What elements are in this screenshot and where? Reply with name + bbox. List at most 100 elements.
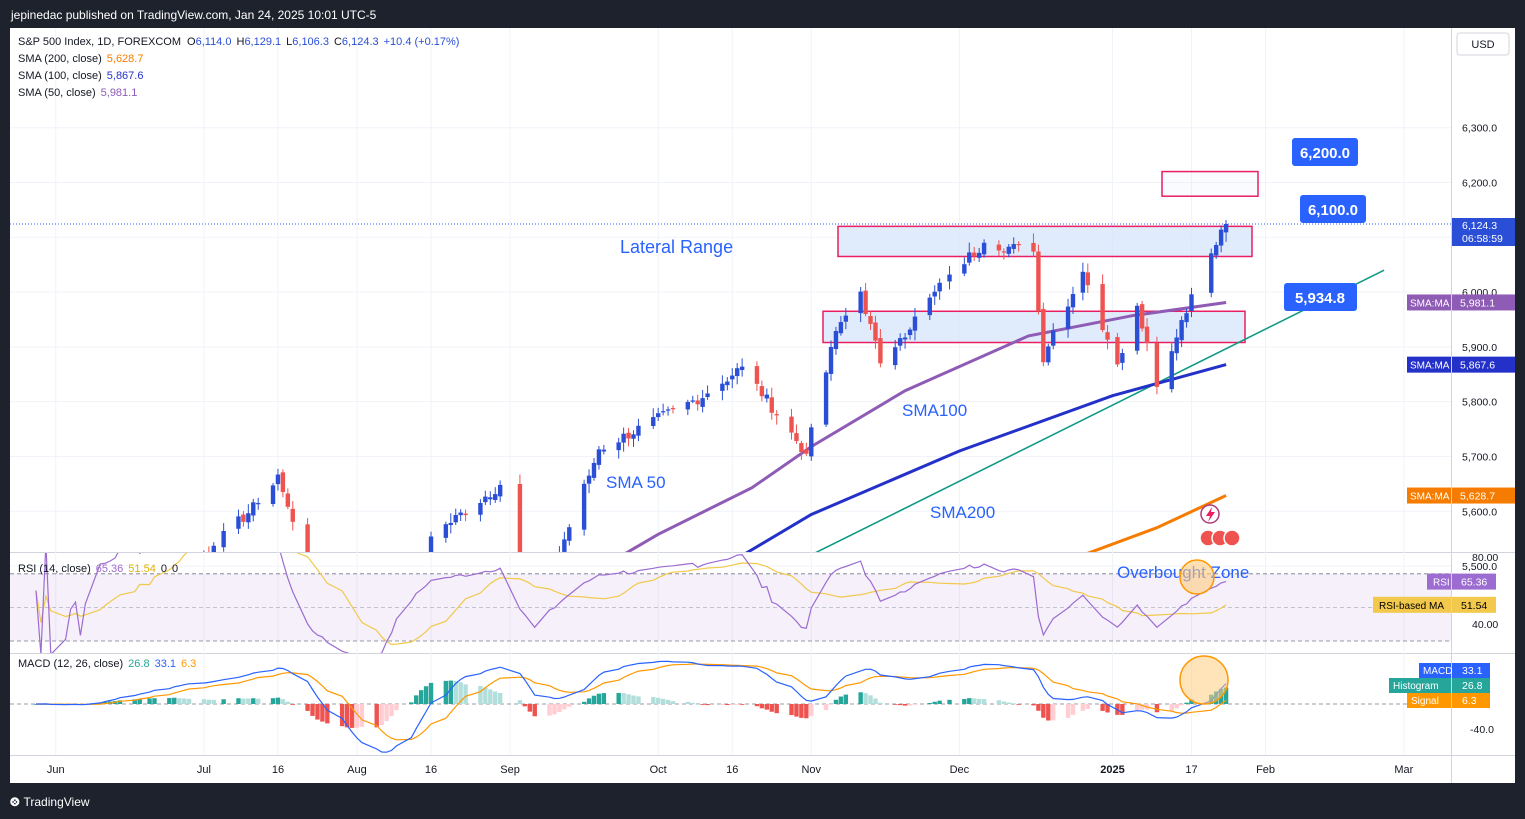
candle-body bbox=[720, 383, 725, 391]
macd-histogram-bar bbox=[325, 704, 330, 724]
legend-low: 6,106.3 bbox=[292, 36, 329, 48]
macd-tag-value: 26.8 bbox=[1462, 680, 1483, 692]
macd-histogram-bar bbox=[270, 698, 276, 704]
macd-histogram-bar bbox=[631, 695, 636, 704]
ma-tag-value-box bbox=[1452, 487, 1515, 504]
candle-body bbox=[251, 502, 256, 516]
macd-tag-label: Signal bbox=[1411, 696, 1439, 707]
rsi-tag-label-box bbox=[1373, 596, 1451, 613]
candle-body bbox=[863, 290, 868, 315]
macd-histogram-bar bbox=[1154, 704, 1160, 713]
svg-text:SMA (50, close)5,981.1: SMA (50, close) 5,981.1 bbox=[18, 87, 137, 99]
candle-body bbox=[1209, 253, 1214, 293]
legend-close: 6,124.3 bbox=[342, 36, 379, 48]
ma-tag-label-box bbox=[1407, 487, 1451, 504]
chart-svg[interactable]: S&P 500 Index, 1D, FOREXCOM O6,114.0 H6,12… bbox=[10, 28, 1515, 783]
candle-body bbox=[1006, 246, 1011, 254]
macd-histogram-bar bbox=[394, 704, 399, 711]
macd-histogram-bar bbox=[552, 704, 557, 715]
rsi-legend-extra-2: 0 bbox=[172, 563, 178, 575]
macd-tag-value-box bbox=[1452, 663, 1490, 678]
candle-body bbox=[823, 372, 829, 425]
macd-histogram-bar bbox=[463, 684, 468, 704]
macd-histogram-bar bbox=[478, 685, 483, 704]
time-axis[interactable]: Jun Jul 16 Aug 16 Sep Oct 16 Nov Dec 2025 17 Feb Mar bbox=[47, 764, 1414, 776]
candle-body bbox=[1179, 320, 1184, 341]
macd-histogram-bar bbox=[251, 698, 256, 704]
macd-histogram-bar bbox=[586, 698, 592, 704]
candle-body bbox=[463, 513, 468, 516]
svg-text:SMA (100, close)5,867.6: SMA (100, close) 5,867.6 bbox=[18, 70, 143, 82]
legend-symbol: S&P 500 Index, 1D, FOREXCOM bbox=[18, 36, 181, 48]
candle-body bbox=[804, 449, 809, 454]
macd-histogram-bar bbox=[932, 701, 937, 704]
macd-histogram-bar bbox=[897, 704, 903, 706]
rsi-legend-value: 65.36 bbox=[96, 563, 124, 575]
candle-body bbox=[1011, 244, 1016, 249]
macd-histogram-bar bbox=[725, 704, 730, 706]
macd-histogram-bar bbox=[591, 695, 597, 704]
sma100-annotation: SMA100 bbox=[902, 401, 967, 420]
macd-histogram-bar bbox=[1070, 704, 1076, 715]
candle-body bbox=[1144, 326, 1150, 343]
candle-body bbox=[488, 497, 493, 500]
sma200-line bbox=[1086, 494, 1227, 552]
macd-histogram-bar bbox=[359, 704, 365, 727]
candle-body bbox=[581, 483, 587, 530]
ma-tag-value: 5,628.7 bbox=[1460, 491, 1495, 503]
macd-legend-value: 33.1 bbox=[155, 658, 176, 670]
rsi-ma-legend-value: 51.54 bbox=[128, 563, 156, 575]
tradingview-logo[interactable]: ⨷ TradingView bbox=[10, 795, 90, 810]
macd-histogram-bar bbox=[567, 704, 572, 707]
price-tick-label: 6,300.0 bbox=[1462, 123, 1497, 135]
tradingview-logo-icon: ⨷ bbox=[10, 795, 20, 809]
ma-tag-label: SMA:MA bbox=[1410, 361, 1450, 372]
zone-6,200.0 bbox=[1161, 170, 1259, 197]
macd-histogram-bar bbox=[720, 704, 725, 705]
macd-histogram-bar bbox=[241, 698, 246, 704]
macd-histogram-bar bbox=[418, 690, 424, 704]
candle-body bbox=[1134, 305, 1140, 351]
ma-tag-label: SMA:MA bbox=[1410, 492, 1450, 503]
macd-histogram-bar bbox=[981, 699, 987, 704]
candle-body bbox=[858, 291, 863, 314]
candle-body bbox=[1001, 251, 1007, 253]
candle-body bbox=[616, 442, 621, 451]
candle-body bbox=[290, 508, 295, 522]
macd-histogram-bar bbox=[1016, 704, 1021, 705]
macd-histogram-bar bbox=[1105, 704, 1110, 713]
macd-histogram-bar bbox=[186, 698, 192, 704]
us-flag-icon-3 bbox=[1223, 529, 1241, 547]
rsi-legend: RSI (14, close) 65.36 51.54 0 0 bbox=[18, 563, 178, 575]
candle-body bbox=[270, 485, 276, 504]
macd-histogram-bar bbox=[828, 704, 834, 705]
macd-tag-value: 33.1 bbox=[1462, 665, 1483, 677]
legend-sma50-label: SMA (50, close) bbox=[18, 87, 96, 99]
candle-body bbox=[893, 347, 898, 366]
candle-body bbox=[236, 516, 241, 529]
macd-axis: -40.0 MACD 33.1 Histogram 26.8 Signal 6.3 bbox=[1389, 663, 1494, 736]
price-tick-label: 5,500.0 bbox=[1462, 561, 1497, 573]
macd-histogram-bar bbox=[996, 700, 1002, 704]
time-label-16: 16 bbox=[272, 764, 284, 776]
macd-histogram-bar bbox=[1179, 704, 1184, 706]
macd-histogram-bar bbox=[878, 702, 883, 704]
candle-body bbox=[1041, 308, 1046, 363]
candle-body bbox=[947, 274, 952, 282]
macd-histogram-bar bbox=[893, 704, 898, 705]
range-zones bbox=[822, 170, 1259, 344]
macd-histogram-bar bbox=[349, 704, 355, 728]
chart-panel[interactable]: S&P 500 Index, 1D, FOREXCOM O6,114.0 H6,12… bbox=[10, 28, 1515, 783]
level-6100-text: 6,100.0 bbox=[1308, 202, 1358, 219]
candle-body bbox=[878, 338, 883, 364]
macd-histogram-bar bbox=[310, 704, 315, 716]
currency-box[interactable]: USD bbox=[1456, 32, 1510, 56]
candle-body bbox=[730, 375, 735, 380]
macd-hist-legend-value: 26.8 bbox=[128, 658, 149, 670]
macd-histogram-bar bbox=[967, 698, 972, 704]
macd-histogram-bar bbox=[423, 686, 429, 704]
rsi-tag-value-box bbox=[1452, 573, 1496, 590]
candle-body bbox=[1016, 244, 1021, 246]
macd-histogram-bar bbox=[665, 699, 671, 704]
